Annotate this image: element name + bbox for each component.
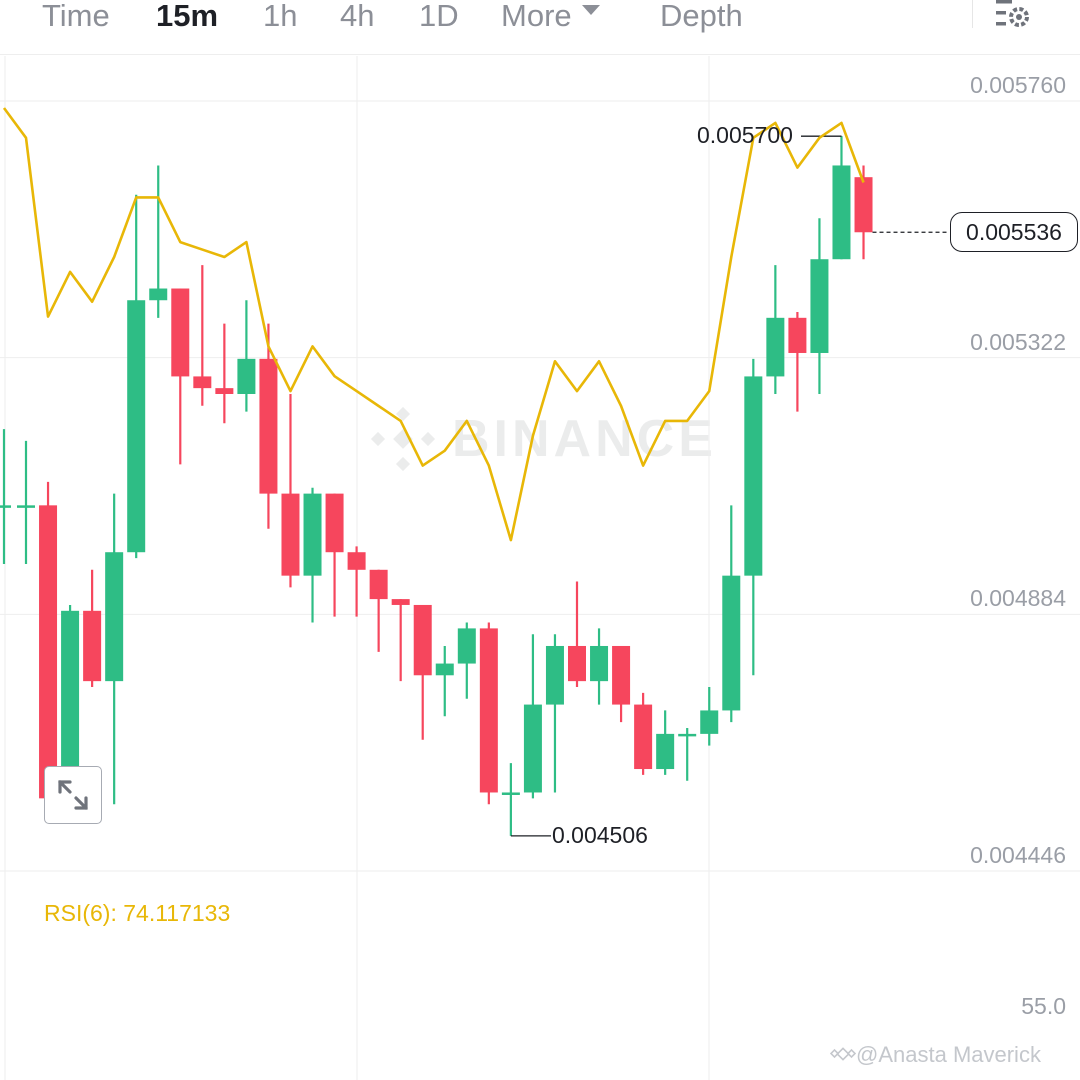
credit-watermark: @Anasta Maverick xyxy=(830,1042,1041,1068)
candle-up xyxy=(700,710,719,734)
candle-up xyxy=(501,792,520,795)
candle-down xyxy=(39,505,58,799)
candle-up xyxy=(105,552,124,682)
candle-up xyxy=(656,733,675,770)
chart-settings-icon[interactable] xyxy=(994,0,1034,32)
candle-up xyxy=(17,505,35,508)
rsi-level-label: 55.0 xyxy=(1021,993,1066,1019)
candle-up xyxy=(237,358,256,394)
interval-toolbar: Time 15m 1h 4h 1D More Depth xyxy=(0,0,1080,55)
candle-down xyxy=(369,569,388,600)
candle-up xyxy=(435,663,454,676)
candle-down xyxy=(347,552,366,570)
tab-1d[interactable]: 1D xyxy=(419,0,459,33)
expand-chart-button[interactable] xyxy=(44,766,102,824)
candle-down xyxy=(281,493,300,576)
candle-down xyxy=(325,493,344,553)
candle-down xyxy=(854,177,873,233)
candle-down xyxy=(634,704,653,770)
candle-up xyxy=(590,645,609,682)
candle-down xyxy=(215,388,234,394)
tab-15m[interactable]: 15m xyxy=(156,0,219,33)
caret-down-icon xyxy=(581,4,600,15)
price-axis-label: 0.005760 xyxy=(970,72,1066,98)
last-price-tag[interactable]: 0.005536 xyxy=(950,212,1078,252)
candle-up xyxy=(766,317,785,377)
candle-down xyxy=(193,376,212,389)
high-price-label: 0.005700 xyxy=(697,122,793,148)
candle-down xyxy=(568,645,586,682)
candle-up xyxy=(127,300,146,553)
tab-1h[interactable]: 1h xyxy=(263,0,298,33)
candle-up xyxy=(457,628,476,664)
credit-text: @Anasta Maverick xyxy=(856,1042,1041,1067)
low-price-label: 0.004506 xyxy=(552,822,648,848)
candle-down xyxy=(391,599,410,605)
candle-down xyxy=(413,604,432,676)
price-axis-label: 0.004446 xyxy=(970,842,1066,868)
candle-up xyxy=(545,645,564,705)
tab-more[interactable]: More xyxy=(501,0,600,36)
candle-down xyxy=(83,610,102,682)
tab-depth[interactable]: Depth xyxy=(660,0,743,33)
candle-up xyxy=(0,505,11,508)
candle-up xyxy=(303,493,322,576)
candle-up xyxy=(832,165,851,260)
toolbar-divider xyxy=(972,0,973,28)
rsi-indicator-label: RSI(6): 74.117133 xyxy=(44,900,231,926)
rsi-line xyxy=(2,107,865,542)
binance-logo-small-icon xyxy=(830,1047,856,1061)
candle-up xyxy=(678,733,697,737)
price-axis-label: 0.005322 xyxy=(970,329,1066,355)
tab-more-label: More xyxy=(501,0,572,33)
candle-up xyxy=(61,610,80,799)
candle-down xyxy=(259,358,278,494)
candle-down xyxy=(788,317,807,353)
expand-icon xyxy=(58,780,88,810)
candle-down xyxy=(171,288,190,377)
candle-down xyxy=(479,628,498,793)
tab-time[interactable]: Time xyxy=(42,0,110,33)
candle-up xyxy=(722,575,741,711)
candle-up xyxy=(523,704,542,793)
candle-up xyxy=(810,259,829,353)
tab-4h[interactable]: 4h xyxy=(340,0,375,33)
candle-up xyxy=(149,288,168,301)
candle-up xyxy=(744,376,763,576)
price-axis-label: 0.004884 xyxy=(970,585,1066,611)
candle-down xyxy=(612,645,631,705)
